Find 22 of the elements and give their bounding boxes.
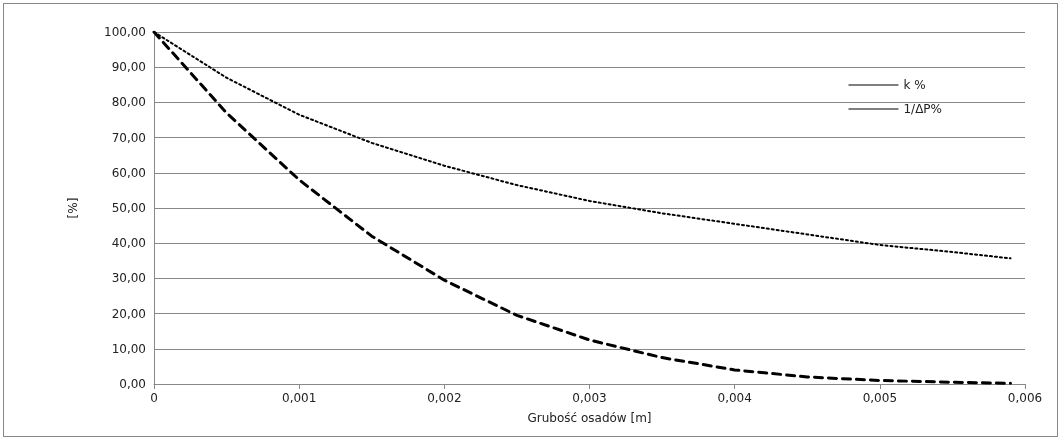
x-axis-title: Grubość osadów [m] (527, 411, 652, 425)
x-tick-label: 0,003 (572, 391, 607, 405)
x-tick-label: 0,005 (862, 391, 898, 405)
y-tick-label: 20,00 (111, 306, 146, 321)
y-tick-label: 30,00 (111, 271, 146, 286)
y-tick-label: 40,00 (111, 236, 146, 251)
y-tick-label: 80,00 (111, 95, 146, 110)
y-tick-label: 70,00 (111, 130, 146, 145)
legend-label: 1/ΔP% (903, 102, 943, 116)
y-tick-label: 50,00 (111, 201, 146, 215)
y-tick-label: 0,00 (119, 377, 146, 391)
x-tick-label: 0,004 (717, 391, 752, 405)
y-tick-label: 100,00 (104, 25, 146, 39)
y-tick-label: 60,00 (111, 165, 146, 180)
y-axis-title: [%] (66, 197, 80, 219)
x-tick-label: 0 (150, 391, 158, 405)
legend-label: k % (903, 78, 926, 92)
x-tick-label: 0,002 (427, 391, 462, 405)
x-tick-label: 0,006 (1007, 391, 1043, 405)
x-tick-label: 0,001 (281, 391, 317, 405)
y-tick-label: 10,00 (111, 341, 146, 356)
y-tick-label: 90,00 (111, 60, 146, 75)
